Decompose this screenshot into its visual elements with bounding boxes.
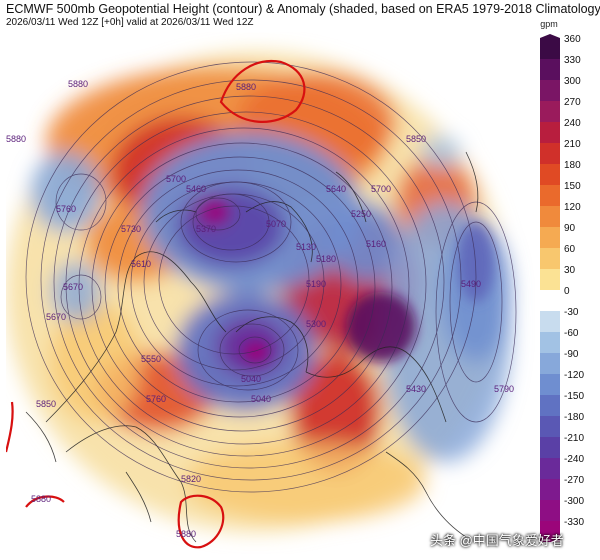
geopotential-map: 5880 5880 5850 5880 5760 5670 5730 5700 … [6,52,517,549]
colorbar-swatch [540,164,560,185]
contour-label: 5130 [296,242,316,252]
colorbar-tick-label: 180 [564,160,581,171]
colorbar-swatch [540,332,560,353]
anomaly-colorbar: 3603303002702402101801501209060300-30-60… [540,34,584,542]
colorbar-swatch [540,227,560,248]
colorbar-tick-label: 120 [564,202,581,213]
colorbar-tick-label: 90 [564,223,576,234]
colorbar-tick-label: 150 [564,181,581,192]
colorbar-swatch [540,437,560,458]
colorbar-swatch [540,269,560,290]
contour-labels: 5880 5880 5850 5880 5760 5670 5730 5700 … [6,79,514,539]
colorbar-tick-label: -30 [564,307,579,318]
colorbar-swatch [540,395,560,416]
colorbar-swatch [540,458,560,479]
colorbar-tick-label: 60 [564,244,576,255]
colorbar-tick-label: -300 [564,496,584,507]
contour-label: 5760 [56,204,76,214]
colorbar-tick-label: 270 [564,97,581,108]
anomaly-shading [6,52,511,532]
colorbar-tick-label: 300 [564,76,581,87]
colorbar-units: gpm [540,19,558,29]
contour-label: 5180 [316,254,336,264]
colorbar-tick-label: -210 [564,433,584,444]
colorbar-cap [540,34,560,38]
colorbar-tick-label: -90 [564,349,579,360]
contour-label: 5430 [406,384,426,394]
contour-label: 5670 [46,312,66,322]
colorbar-tick-label: -180 [564,412,584,423]
contour-label: 5880 [31,494,51,504]
contour-label: 5730 [121,224,141,234]
map-subtitle: 2026/03/11 Wed 12Z [+0h] valid at 2026/0… [6,17,254,28]
contour-label: 5190 [306,279,326,289]
map-panel: 5880 5880 5850 5880 5760 5670 5730 5700 … [6,32,538,554]
colorbar-swatch [540,311,560,332]
contour-label: 5370 [196,224,216,234]
colorbar-tick-label: -150 [564,391,584,402]
colorbar-swatch [540,122,560,143]
contour-label: 5610 [131,259,151,269]
contour-label: 5700 [371,184,391,194]
colorbar-tick-label: 240 [564,118,581,129]
colorbar-swatch [540,374,560,395]
contour-label: 5790 [494,384,514,394]
coastlines [25,151,479,543]
colorbar-tick-label: -330 [564,517,584,528]
colorbar-swatch [540,500,560,521]
colorbar-swatch [540,38,560,59]
colorbar-tick-label: -120 [564,370,584,381]
colorbar-swatch [540,59,560,80]
colorbar-tick-label: 330 [564,55,581,66]
height-contours [25,61,517,493]
contour-label: 5250 [351,209,371,219]
colorbar-tick-label: 210 [564,139,581,150]
colorbar-swatch [540,479,560,500]
colorbar-tick-label: -270 [564,475,584,486]
contour-label: 5640 [326,184,346,194]
colorbar-swatch [540,80,560,101]
contour-label: 5880 [176,529,196,539]
map-title: ECMWF 500mb Geopotential Height (contour… [6,2,600,16]
contour-label: 5160 [366,239,386,249]
contour-label: 5880 [68,79,88,89]
colorbar-swatch [540,521,560,542]
colorbar-swatch [540,353,560,374]
contour-label: 5490 [461,279,481,289]
contour-label: 5880 [236,82,256,92]
contour-label: 5070 [266,219,286,229]
colorbar-swatch [540,185,560,206]
contour-label: 5850 [36,399,56,409]
contour-5880 [6,59,306,549]
colorbar-swatch [540,416,560,437]
colorbar-swatch [540,143,560,164]
colorbar-tick-label: 30 [564,265,576,276]
colorbar-tick-label: 360 [564,34,581,45]
contour-label: 5850 [406,134,426,144]
colorbar-swatch [540,101,560,122]
colorbar-swatches [540,34,560,542]
contour-label: 5880 [6,134,26,144]
colorbar-tick-label: 0 [564,286,570,297]
contour-label: 5670 [63,282,83,292]
contour-label: 5040 [251,394,271,404]
contour-label: 5040 [241,374,261,384]
contour-label: 5700 [166,174,186,184]
watermark: 头条 @中国气象爱好者 [430,533,564,548]
contour-label: 5820 [181,474,201,484]
colorbar-swatch [540,206,560,227]
colorbar-swatch [540,248,560,269]
contour-label: 5760 [146,394,166,404]
colorbar-tick-label: -60 [564,328,579,339]
contour-label: 5460 [186,184,206,194]
colorbar-tick-label: -240 [564,454,584,465]
colorbar-swatch [540,290,560,311]
contour-label: 5550 [141,354,161,364]
colorbar-labels: 3603303002702402101801501209060300-30-60… [564,34,584,528]
contour-label: 5300 [306,319,326,329]
